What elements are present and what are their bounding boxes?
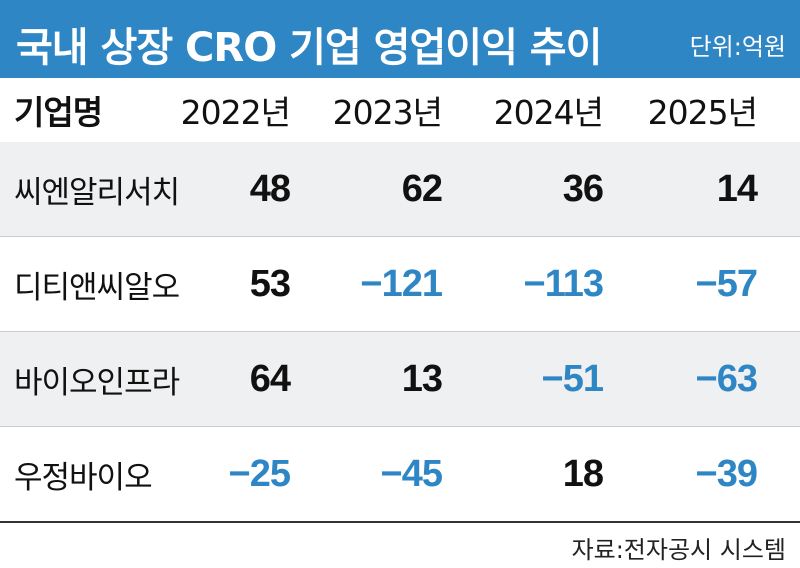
value-cell: 13 [401, 358, 443, 400]
value-cell: 14 [716, 168, 758, 210]
value-cell: −25 [228, 453, 291, 495]
value-cell: 48 [249, 168, 291, 210]
column-header-year: 2022년 [180, 93, 291, 132]
table-row: 바이오인프라 64 13 −51 −63 [0, 332, 800, 427]
value-cell: 53 [249, 263, 291, 305]
value-cell: −57 [695, 263, 758, 305]
table-row: 디티앤씨알오 53 −121 −113 −57 [0, 237, 800, 332]
value-cell: −63 [695, 358, 758, 400]
row-divider [0, 426, 800, 427]
column-header-year: 2024년 [493, 93, 604, 132]
chart-title: 국내 상장 CRO 기업 영업이익 추이 [16, 25, 602, 71]
value-cell: −39 [695, 453, 758, 495]
value-cell: −121 [360, 263, 443, 305]
company-name: 우정바이오 [14, 460, 153, 496]
company-name: 씨엔알리서치 [14, 175, 180, 211]
column-header-company: 기업명 [14, 93, 103, 132]
value-cell: −45 [380, 453, 443, 495]
value-cell: −51 [541, 358, 604, 400]
row-divider [0, 236, 800, 237]
value-cell: −113 [523, 263, 605, 305]
value-cell: 64 [249, 358, 291, 400]
title-bar: 국내 상장 CRO 기업 영업이익 추이 단위:억원 [0, 0, 800, 78]
row-divider [0, 331, 800, 332]
value-cell: 18 [562, 453, 604, 495]
column-header-year: 2023년 [332, 93, 443, 132]
unit-label: 단위:억원 [689, 33, 786, 61]
company-name: 바이오인프라 [14, 365, 180, 401]
value-cell: 36 [562, 168, 604, 210]
column-header-year: 2025년 [647, 93, 758, 132]
table-header-row: 기업명 2022년 2023년 2024년 2025년 [0, 78, 800, 144]
source-note: 자료:전자공시 시스템 [571, 536, 786, 564]
table-row: 우정바이오 −25 −45 18 −39 [0, 427, 800, 522]
bottom-rule [0, 521, 800, 523]
table-row: 씨엔알리서치 48 62 36 14 [0, 142, 800, 237]
value-cell: 62 [401, 168, 443, 210]
company-name: 디티앤씨알오 [14, 270, 180, 306]
